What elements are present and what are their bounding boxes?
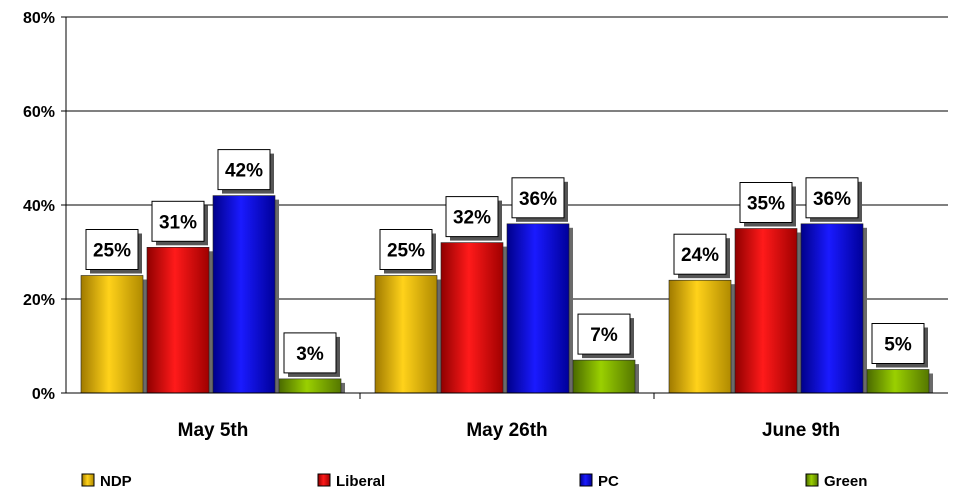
data-label-box <box>151 200 205 242</box>
y-tick-label: 40% <box>23 198 55 215</box>
bar <box>572 359 636 394</box>
x-category-label: May 5th <box>178 420 249 441</box>
bar <box>668 279 732 394</box>
legend-label: Green <box>824 473 867 490</box>
data-label-box <box>283 332 337 374</box>
data-label-box <box>673 233 727 275</box>
bar <box>734 228 798 394</box>
legend-swatch <box>805 473 819 487</box>
data-label-box <box>379 229 433 270</box>
data-label: 25% <box>387 241 425 262</box>
data-label: 31% <box>159 212 197 233</box>
bar <box>800 223 864 394</box>
data-label-box <box>577 313 631 355</box>
x-axis-category-labels: May 5th May 26th June 9th <box>178 420 840 441</box>
legend-swatch <box>317 473 331 487</box>
data-labels: 25% 31% 42% 3% 25% 32% 36% 7% 24% 35% 36% 5% <box>85 149 928 377</box>
bar <box>866 369 930 394</box>
bar <box>374 275 438 394</box>
data-label-box <box>511 177 565 219</box>
x-category-label: May 26th <box>466 420 547 441</box>
data-label: 24% <box>681 245 719 266</box>
legend-label: PC <box>598 473 619 490</box>
data-label-box <box>217 149 271 191</box>
legend-label: Liberal <box>336 473 385 490</box>
bar <box>80 275 144 394</box>
y-tick-label: 20% <box>23 292 55 309</box>
y-tick-label: 80% <box>23 10 55 27</box>
bar <box>146 247 210 394</box>
axes <box>65 17 948 399</box>
legend: NDP Liberal PC Green <box>81 473 867 490</box>
data-label: 35% <box>747 194 785 215</box>
bar <box>278 378 342 394</box>
data-label: 36% <box>813 189 851 210</box>
y-tick-label: 0% <box>32 386 55 403</box>
bar <box>506 223 570 394</box>
data-label: 3% <box>296 344 324 365</box>
data-label: 7% <box>590 325 618 346</box>
y-tick-label: 60% <box>23 104 55 121</box>
bar <box>212 195 276 394</box>
bar <box>440 242 504 394</box>
data-label: 32% <box>453 208 491 229</box>
data-label: 25% <box>93 241 131 262</box>
data-label: 42% <box>225 161 263 182</box>
bars <box>80 195 933 394</box>
data-label: 36% <box>519 189 557 210</box>
data-label-box <box>871 323 925 364</box>
data-label-box <box>805 177 859 219</box>
legend-swatch <box>81 473 95 487</box>
data-label-box <box>739 182 793 223</box>
y-axis-tick-labels: 0% 20% 40% 60% 80% <box>23 10 55 403</box>
data-label: 5% <box>884 335 912 356</box>
legend-label: NDP <box>100 473 132 490</box>
data-label-box <box>445 196 499 238</box>
data-label-box <box>85 229 139 270</box>
legend-swatch <box>579 473 593 487</box>
x-category-label: June 9th <box>762 420 840 441</box>
